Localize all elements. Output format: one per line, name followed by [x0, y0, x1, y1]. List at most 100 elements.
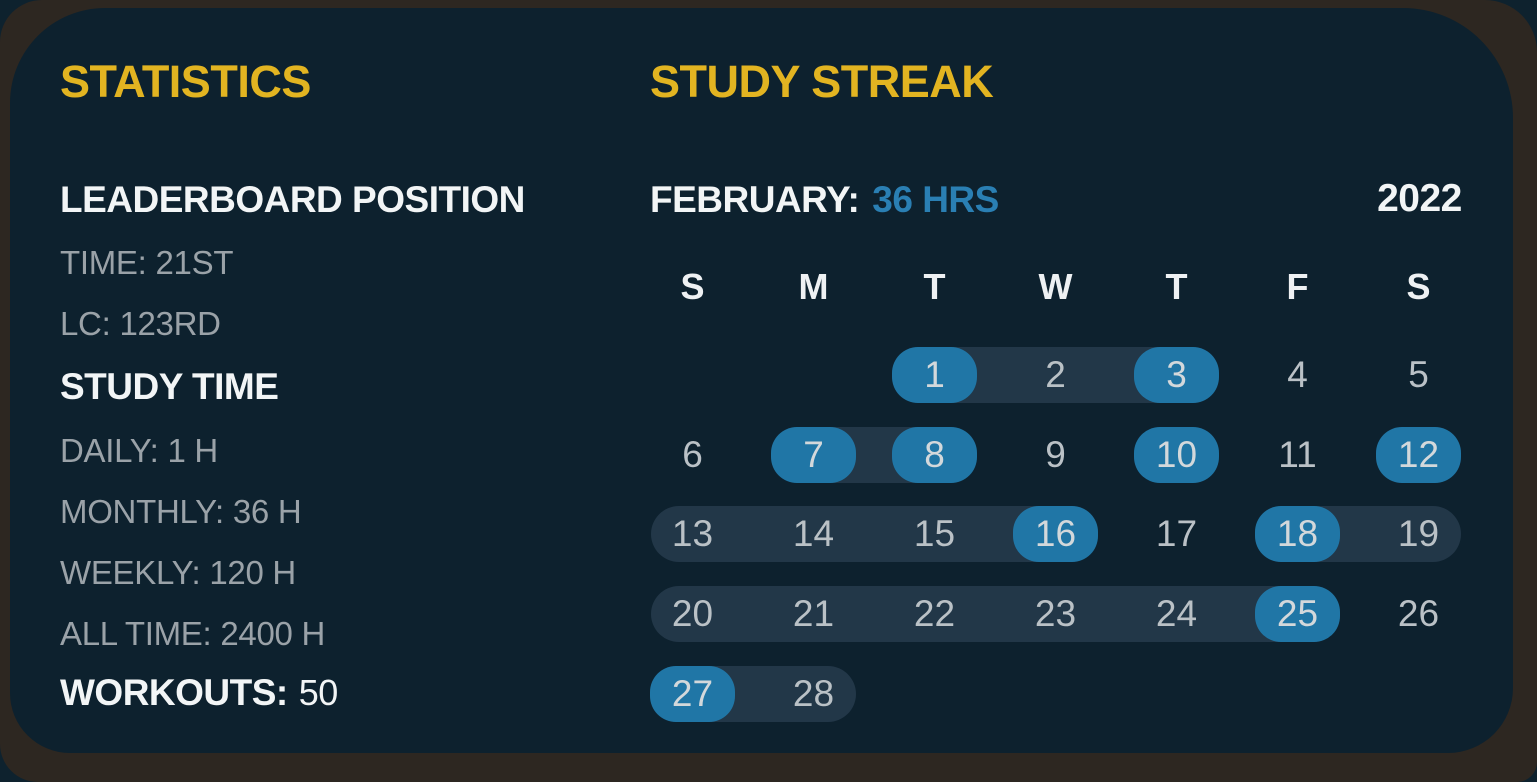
day-number: 15: [913, 513, 956, 554]
calendar-day-studied: 10: [1116, 427, 1237, 483]
month-label: FEBRUARY:: [650, 179, 860, 220]
day-number: 3: [1166, 354, 1187, 395]
calendar-day: 5: [1358, 347, 1479, 403]
day-number: 28: [792, 673, 835, 714]
leaderboard-heading: LEADERBOARD POSITION: [60, 179, 525, 220]
day-of-week-header: T: [923, 266, 946, 307]
calendar-day-studied: 18: [1237, 506, 1358, 562]
calendar-day-studied: 16: [995, 506, 1116, 562]
day-number: 25: [1276, 593, 1319, 634]
studied-day-pill: [650, 666, 735, 722]
day-number: 5: [1408, 354, 1429, 395]
calendar-day-studied: 8: [874, 427, 995, 483]
calendar-day: 17: [1116, 506, 1237, 562]
day-number: 7: [803, 434, 824, 475]
studied-day-pill: [1134, 427, 1219, 483]
day-number: 6: [682, 434, 703, 475]
leaderboard-lc-rank: LC: 123RD: [60, 305, 221, 343]
day-number: 20: [671, 593, 714, 634]
studied-day-pill: [771, 427, 856, 483]
calendar-day-studied: 7: [753, 427, 874, 483]
study-time-weekly: WEEKLY: 120 H: [60, 554, 296, 592]
day-number: 26: [1397, 593, 1440, 634]
day-number: 11: [1278, 434, 1317, 475]
day-of-week-header: S: [680, 266, 705, 307]
stat-label: ALL TIME:: [60, 615, 212, 652]
calendar-day: 15: [874, 506, 995, 562]
calendar-day-studied: 1: [874, 347, 995, 403]
day-number: 12: [1397, 434, 1440, 475]
calendar-day: 28: [753, 666, 874, 722]
study-time-monthly: MONTHLY: 36 H: [60, 493, 302, 531]
studied-day-pill: [892, 427, 977, 483]
day-number: 19: [1397, 513, 1440, 554]
stat-label: LC:: [60, 305, 111, 342]
day-number: 24: [1155, 593, 1198, 634]
calendar-day-studied: 12: [1358, 427, 1479, 483]
calendar-day: 22: [874, 586, 995, 642]
calendar-day: 14: [753, 506, 874, 562]
day-number: 10: [1155, 434, 1198, 475]
day-number: 4: [1287, 354, 1308, 395]
calendar-day: 23: [995, 586, 1116, 642]
workouts-label: WORKOUTS:: [60, 672, 288, 713]
calendar-day-studied: 25: [1237, 586, 1358, 642]
stat-label: WEEKLY:: [60, 554, 201, 591]
day-number: 14: [792, 513, 835, 554]
workouts-line: WORKOUTS: 50: [60, 672, 338, 714]
calendar-day: 26: [1358, 586, 1479, 642]
day-number: 1: [924, 354, 945, 395]
day-number: 22: [913, 593, 956, 634]
leaderboard-time-rank: TIME: 21ST: [60, 244, 233, 282]
study-streak-title: STUDY STREAK: [650, 56, 994, 107]
stat-label: DAILY:: [60, 432, 159, 469]
year-label: 2022: [1377, 177, 1462, 220]
day-of-week-header: S: [1406, 266, 1431, 307]
studied-day-pill: [1134, 347, 1219, 403]
stat-value: 2400 H: [220, 615, 325, 652]
calendar-day: 24: [1116, 586, 1237, 642]
calendar-day: 21: [753, 586, 874, 642]
day-number: 8: [924, 434, 945, 475]
stat-label: MONTHLY:: [60, 493, 224, 530]
month-total-hours: 36 HRS: [872, 179, 999, 220]
calendar-day: 19: [1358, 506, 1479, 562]
day-of-week-header: M: [798, 266, 829, 307]
stat-value: 21ST: [155, 244, 234, 281]
studied-day-pill: [1255, 506, 1340, 562]
studied-day-pill: [1255, 586, 1340, 642]
calendar-day: 20: [632, 586, 753, 642]
stat-value: 1 H: [167, 432, 218, 469]
calendar-day: 11: [1237, 427, 1358, 483]
day-number: 13: [671, 513, 714, 554]
day-of-week-header: T: [1165, 266, 1188, 307]
calendar-day: 2: [995, 347, 1116, 403]
stat-value: 120 H: [209, 554, 296, 591]
calendar-day: 4: [1237, 347, 1358, 403]
day-of-week-header: W: [1038, 266, 1073, 307]
studied-day-pill: [892, 347, 977, 403]
stat-value: 36 H: [232, 493, 302, 530]
calendar-day-studied: 3: [1116, 347, 1237, 403]
studied-day-pill: [1376, 427, 1461, 483]
calendar-day-studied: 27: [632, 666, 753, 722]
workouts-value: 50: [298, 672, 339, 713]
day-number: 17: [1155, 513, 1198, 554]
stat-value: 123RD: [119, 305, 221, 342]
statistics-title: STATISTICS: [60, 56, 311, 107]
study-time-alltime: ALL TIME: 2400 H: [60, 615, 325, 653]
calendar-day: 13: [632, 506, 753, 562]
calendar-day: 9: [995, 427, 1116, 483]
stat-label: TIME:: [60, 244, 147, 281]
day-number: 27: [671, 673, 714, 714]
study-time-daily: DAILY: 1 H: [60, 432, 218, 470]
day-of-week-header: F: [1286, 266, 1309, 307]
studied-day-pill: [1013, 506, 1098, 562]
day-number: 9: [1045, 434, 1066, 475]
day-number: 18: [1276, 513, 1319, 554]
day-number: 16: [1034, 513, 1077, 554]
day-number: 21: [792, 593, 835, 634]
study-time-heading: STUDY TIME: [60, 366, 279, 407]
calendar-day: 6: [632, 427, 753, 483]
day-number: 2: [1045, 354, 1066, 395]
